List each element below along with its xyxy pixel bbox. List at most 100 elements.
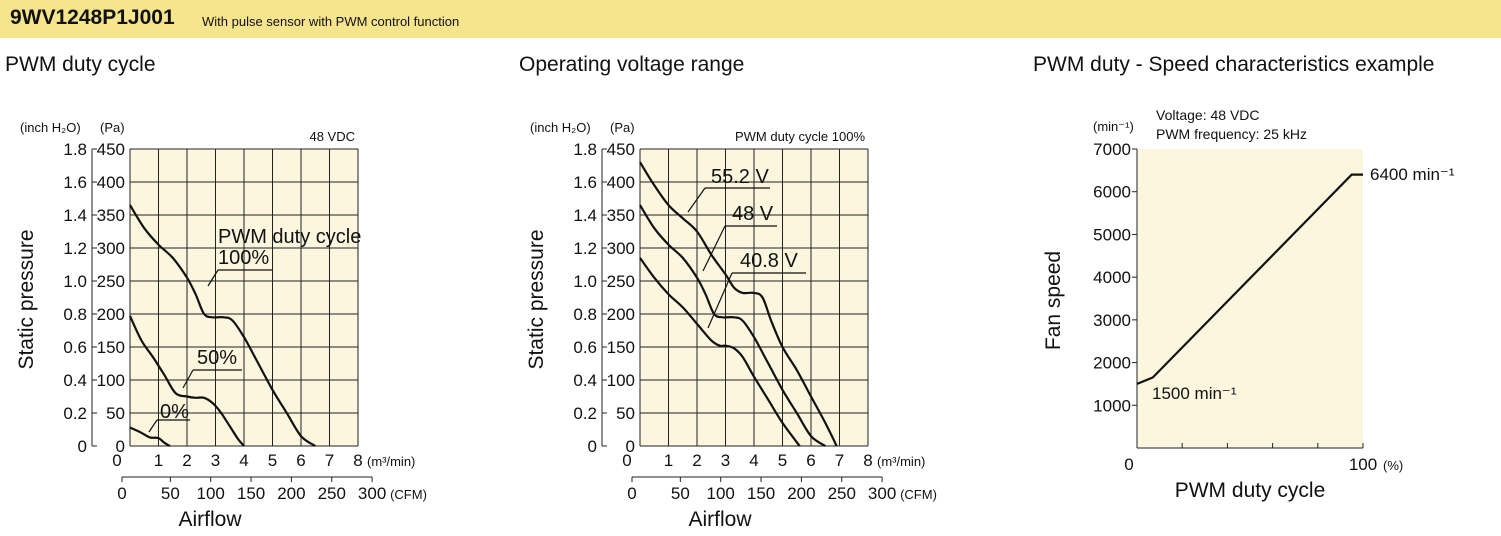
chart2-y-tick-label-pa: 300 xyxy=(607,239,635,258)
chart1-condition-label: 48 VDC xyxy=(309,129,355,144)
chart1-x-tick-label: 6 xyxy=(296,451,305,470)
chart2-y-unit-pa: (Pa) xyxy=(610,120,635,135)
chart2-x-tick-label: 3 xyxy=(721,451,730,470)
chart2-leader-48v xyxy=(702,225,726,272)
chart1-y-tick-label-inch: 1.8 xyxy=(63,140,87,159)
chart2-y-unit-inch: (inch H₂O) xyxy=(530,120,591,135)
chart3-y-unit: (min⁻¹) xyxy=(1093,119,1134,134)
chart1-y-tick-label-pa: 350 xyxy=(97,206,125,225)
chart2-annotation-55v: 55.2 V xyxy=(711,166,769,188)
chart2-y-tick-label-pa: 50 xyxy=(616,404,635,423)
chart1-title: PWM duty cycle xyxy=(5,53,156,76)
chart2-y-tick-label-inch: 0.2 xyxy=(573,404,597,423)
chart3-y-tick-label: 6000 xyxy=(1093,183,1131,202)
chart1-y-tick-label-pa: 50 xyxy=(106,404,125,423)
chart2-x-tick-label: 5 xyxy=(778,451,787,470)
chart1-series-line xyxy=(129,315,245,447)
chart3-y-tick-label: 3000 xyxy=(1093,311,1131,330)
chart1-x-tick-label: 0 xyxy=(112,451,121,470)
chart2-annotation-48v: 48 V xyxy=(732,203,774,225)
chart1-y-unit-pa: (Pa) xyxy=(100,120,125,135)
chart2-x-tick-label: 8 xyxy=(863,451,872,470)
chart1-annotation-heading: PWM duty cycle xyxy=(218,226,361,248)
chart1-y-unit-inch: (inch H₂O) xyxy=(20,120,81,135)
chart1-y-tick-label-inch: 1.2 xyxy=(63,239,87,258)
model-number: 9WV1248P1J001 xyxy=(10,6,175,29)
chart1-annotation-50: 50% xyxy=(197,347,237,369)
chart1-y-tick-label-inch: 0.2 xyxy=(63,404,87,423)
chart2-y-tick-label-pa: 400 xyxy=(607,173,635,192)
chart1-y-tick-label-inch: 1.4 xyxy=(63,206,87,225)
chart2-x2-tick-label: 250 xyxy=(828,484,856,503)
chart1-y-tick-label-inch: 1.0 xyxy=(63,272,87,291)
chart2-leader-40v xyxy=(707,272,733,329)
chart3-x-unit: (%) xyxy=(1383,458,1403,473)
chart2-x2-tick-label: 300 xyxy=(868,484,896,503)
model-description: With pulse sensor with PWM control funct… xyxy=(202,14,460,29)
chart1-y-tick-label-inch: 1.6 xyxy=(63,173,87,192)
chart1-x2-tick-label: 200 xyxy=(277,484,305,503)
chart1-x2-tick-label: 100 xyxy=(197,484,225,503)
chart1-x-unit-top: (m³/min) xyxy=(367,454,415,469)
chart2-y-axis-title: Static pressure xyxy=(525,229,548,369)
chart1-annotation-100: 100% xyxy=(218,247,269,269)
chart2-x-unit-top: (m³/min) xyxy=(877,454,925,469)
chart2-x-unit-bottom: (CFM) xyxy=(900,487,937,502)
chart3-annotation-max: 6400 min⁻¹ xyxy=(1370,165,1455,184)
chart3-x-tick-label: 100 xyxy=(1349,455,1377,474)
chart2-y-tick-label-inch: 0.4 xyxy=(573,371,597,390)
chart2-x-tick-label: 2 xyxy=(692,451,701,470)
chart1-leader-50 xyxy=(182,369,194,389)
chart1-x-axis-title: Airflow xyxy=(178,508,242,531)
chart2-x-tick-label: 1 xyxy=(664,451,673,470)
chart2-y-tick-label-pa: 200 xyxy=(607,305,635,324)
chart1-x-tick-label: 3 xyxy=(211,451,220,470)
chart1-x-tick-label: 2 xyxy=(182,451,191,470)
model-header-bar: 9WV1248P1J001 With pulse sensor with PWM… xyxy=(0,0,1501,38)
chart2-y-tick-label-inch: 1.0 xyxy=(573,272,597,291)
chart2-y-tick-label-inch: 1.4 xyxy=(573,206,597,225)
chart2-series-line xyxy=(639,204,826,447)
chart2-y-tick-label-inch: 0 xyxy=(588,437,597,456)
chart2-y-tick-label-inch: 0.6 xyxy=(573,338,597,357)
chart2-x-tick-label: 7 xyxy=(835,451,844,470)
chart1-x2-tick-label: 50 xyxy=(161,484,180,503)
chart1-series-line xyxy=(129,426,171,447)
chart3-y-tick-label: 2000 xyxy=(1093,354,1131,373)
chart1-y-tick-label-inch: 0 xyxy=(78,437,87,456)
chart3-annotation-min: 1500 min⁻¹ xyxy=(1152,384,1237,403)
chart1-leader-0 xyxy=(148,419,158,433)
chart1-y-tick-label-inch: 0.6 xyxy=(63,338,87,357)
chart3-x-tick-label: 0 xyxy=(1124,455,1133,474)
chart2-x-tick-label: 4 xyxy=(749,451,758,470)
chart3-title: PWM duty - Speed characteristics example xyxy=(1033,53,1435,76)
chart3-y-tick-label: 1000 xyxy=(1093,396,1131,415)
chart1-x-tick-label: 8 xyxy=(353,451,362,470)
chart2-x2-tick-label: 100 xyxy=(707,484,735,503)
chart3-x-axis-title: PWM duty cycle xyxy=(1175,479,1326,502)
chart2-x-tick-label: 6 xyxy=(806,451,815,470)
chart2-y-tick-label-inch: 1.6 xyxy=(573,173,597,192)
chart2-x-axis-title: Airflow xyxy=(688,508,752,531)
chart1-x2-tick-label: 150 xyxy=(237,484,265,503)
chart1-annotation-0: 0% xyxy=(160,401,189,423)
chart2-y-tick-label-inch: 1.2 xyxy=(573,239,597,258)
chart1-x2-tick-label: 250 xyxy=(318,484,346,503)
chart1-x-tick-label: 5 xyxy=(268,451,277,470)
chart2-y-tick-label-inch: 1.8 xyxy=(573,140,597,159)
chart1-x2-tick-label: 300 xyxy=(358,484,386,503)
chart3-plot-area xyxy=(1137,149,1363,448)
chart1-y-tick-label-pa: 0 xyxy=(116,437,125,456)
chart1-x-tick-label: 1 xyxy=(154,451,163,470)
chart3-y-tick-label: 5000 xyxy=(1093,225,1131,244)
chart3-condition-frequency: PWM frequency: 25 kHz xyxy=(1156,126,1307,142)
chart2-x-tick-label: 0 xyxy=(622,451,631,470)
chart1-y-axis-title: Static pressure xyxy=(15,229,38,369)
chart2-y-tick-label-pa: 0 xyxy=(626,437,635,456)
chart3-y-axis-title: Fan speed xyxy=(1042,251,1065,350)
chart2-x2-tick-label: 0 xyxy=(627,484,636,503)
chart1-x-unit-bottom: (CFM) xyxy=(390,487,427,502)
chart1-y-tick-label-inch: 0.8 xyxy=(63,305,87,324)
chart2-y-tick-label-pa: 450 xyxy=(607,140,635,159)
